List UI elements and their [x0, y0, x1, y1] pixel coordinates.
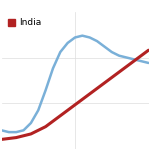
Legend: India: India — [6, 16, 43, 29]
